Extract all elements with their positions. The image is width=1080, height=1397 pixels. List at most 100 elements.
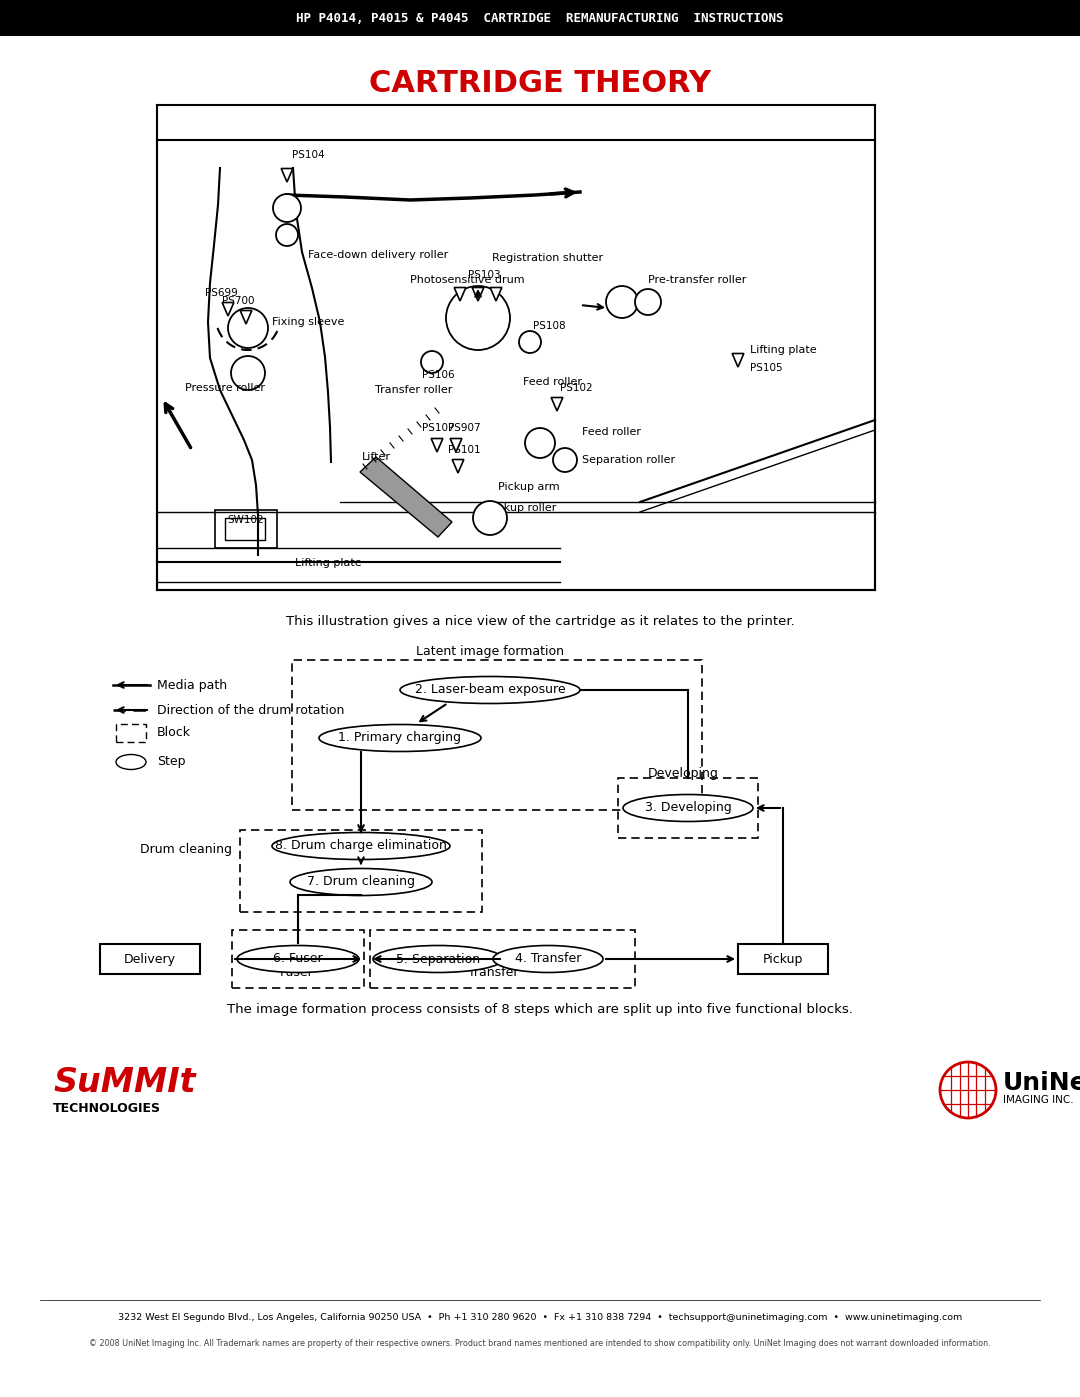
Text: 7. Drum cleaning: 7. Drum cleaning [307, 876, 415, 888]
Bar [157, 140, 875, 590]
Text: Lifting plate: Lifting plate [750, 345, 816, 355]
Text: PS907: PS907 [448, 423, 481, 433]
Text: Feed roller: Feed roller [523, 377, 582, 387]
Ellipse shape [400, 676, 580, 704]
Polygon shape [360, 457, 453, 536]
Text: Pressure roller: Pressure roller [185, 383, 265, 393]
Text: Pre-transfer roller: Pre-transfer roller [648, 275, 746, 285]
Bar [738, 944, 828, 974]
Text: 2. Laser-beam exposure: 2. Laser-beam exposure [415, 683, 565, 697]
Circle shape [635, 289, 661, 314]
Polygon shape [453, 460, 463, 474]
Circle shape [421, 351, 443, 373]
Text: Latent image formation: Latent image formation [416, 645, 564, 658]
Text: Step: Step [157, 756, 186, 768]
Ellipse shape [623, 795, 753, 821]
Polygon shape [490, 288, 502, 300]
Text: SW102: SW102 [228, 515, 265, 525]
Circle shape [606, 286, 638, 319]
Text: 3232 West El Segundo Blvd., Los Angeles, California 90250 USA  •  Ph +1 310 280 : 3232 West El Segundo Blvd., Los Angeles,… [118, 1313, 962, 1323]
Text: Direction of the drum rotation: Direction of the drum rotation [157, 704, 345, 717]
Text: PS104: PS104 [292, 149, 325, 161]
Text: Fixing sleeve: Fixing sleeve [272, 317, 345, 327]
Text: TECHNOLOGIES: TECHNOLOGIES [53, 1101, 161, 1115]
Text: PS101: PS101 [448, 446, 481, 455]
Text: PS102: PS102 [561, 383, 593, 393]
Text: Transfer roller: Transfer roller [375, 386, 453, 395]
Text: Photosensitive drum: Photosensitive drum [410, 275, 525, 285]
Text: 4. Transfer: 4. Transfer [515, 953, 581, 965]
Circle shape [228, 307, 268, 348]
Bar [240, 830, 482, 912]
Polygon shape [455, 288, 465, 300]
Ellipse shape [272, 833, 450, 859]
Bar [232, 930, 364, 988]
Text: 6. Fuser: 6. Fuser [273, 953, 323, 965]
Text: PS106: PS106 [422, 370, 455, 380]
Circle shape [231, 356, 265, 390]
Circle shape [553, 448, 577, 472]
Text: HP P4014, P4015 & P4045  CARTRIDGE  REMANUFACTURING  INSTRUCTIONS: HP P4014, P4015 & P4045 CARTRIDGE REMANU… [296, 11, 784, 25]
Text: Pickup roller: Pickup roller [488, 503, 556, 513]
Polygon shape [222, 303, 234, 316]
Bar [292, 659, 702, 810]
Polygon shape [431, 439, 443, 453]
Ellipse shape [492, 946, 603, 972]
Text: Pickup: Pickup [762, 953, 804, 965]
Circle shape [273, 194, 301, 222]
Polygon shape [732, 353, 744, 367]
Text: PS700: PS700 [222, 296, 255, 306]
Text: Lifter: Lifter [362, 453, 391, 462]
Text: The image formation process consists of 8 steps which are split up into five fun: The image formation process consists of … [227, 1003, 853, 1017]
Ellipse shape [291, 869, 432, 895]
Text: PS699: PS699 [205, 288, 238, 298]
Text: Fuser: Fuser [280, 965, 314, 978]
Bar [116, 724, 146, 742]
Ellipse shape [237, 946, 359, 972]
Text: Delivery: Delivery [124, 953, 176, 965]
Bar [0, 0, 1080, 36]
Polygon shape [240, 310, 252, 324]
Text: Lifting plate: Lifting plate [295, 557, 362, 569]
Ellipse shape [373, 946, 503, 972]
Circle shape [519, 331, 541, 353]
Circle shape [446, 286, 510, 351]
Text: IMAGING INC.: IMAGING INC. [1003, 1095, 1074, 1105]
Text: 3. Developing: 3. Developing [645, 802, 731, 814]
Polygon shape [551, 398, 563, 411]
Text: 8. Drum charge elimination: 8. Drum charge elimination [275, 840, 447, 852]
Text: 1. Primary charging: 1. Primary charging [338, 732, 461, 745]
Bar [100, 944, 200, 974]
Text: UniNet: UniNet [1003, 1071, 1080, 1095]
Text: CARTRIDGE THEORY: CARTRIDGE THEORY [369, 68, 711, 98]
Text: Registration shutter: Registration shutter [492, 253, 603, 263]
Text: PS107: PS107 [422, 423, 455, 433]
Polygon shape [450, 439, 462, 453]
Text: Pickup arm: Pickup arm [498, 482, 559, 492]
Text: Separation roller: Separation roller [582, 455, 675, 465]
Polygon shape [472, 288, 484, 300]
Bar [370, 930, 635, 988]
Text: PS105: PS105 [750, 363, 783, 373]
Polygon shape [281, 169, 293, 182]
Text: This illustration gives a nice view of the cartridge as it relates to the printe: This illustration gives a nice view of t… [285, 616, 795, 629]
Text: Feed roller: Feed roller [582, 427, 642, 437]
Bar [618, 778, 758, 838]
Text: 5. Separation: 5. Separation [396, 953, 481, 965]
Ellipse shape [319, 725, 481, 752]
Text: Drum cleaning: Drum cleaning [140, 844, 232, 856]
Text: Block: Block [157, 726, 191, 739]
Text: PS103: PS103 [468, 270, 501, 279]
Text: Transfer: Transfer [468, 965, 518, 978]
Text: PS108: PS108 [534, 321, 566, 331]
Circle shape [473, 502, 507, 535]
Text: Media path: Media path [157, 679, 227, 692]
Bar [215, 510, 276, 548]
Circle shape [525, 427, 555, 458]
Text: SuMMIt: SuMMIt [53, 1066, 195, 1098]
Text: Face-down delivery roller: Face-down delivery roller [308, 250, 448, 260]
Bar [225, 518, 265, 541]
Circle shape [276, 224, 298, 246]
Text: Developing: Developing [648, 767, 719, 780]
Text: © 2008 UniNet Imaging Inc. All Trademark names are property of their respective : © 2008 UniNet Imaging Inc. All Trademark… [90, 1340, 990, 1348]
